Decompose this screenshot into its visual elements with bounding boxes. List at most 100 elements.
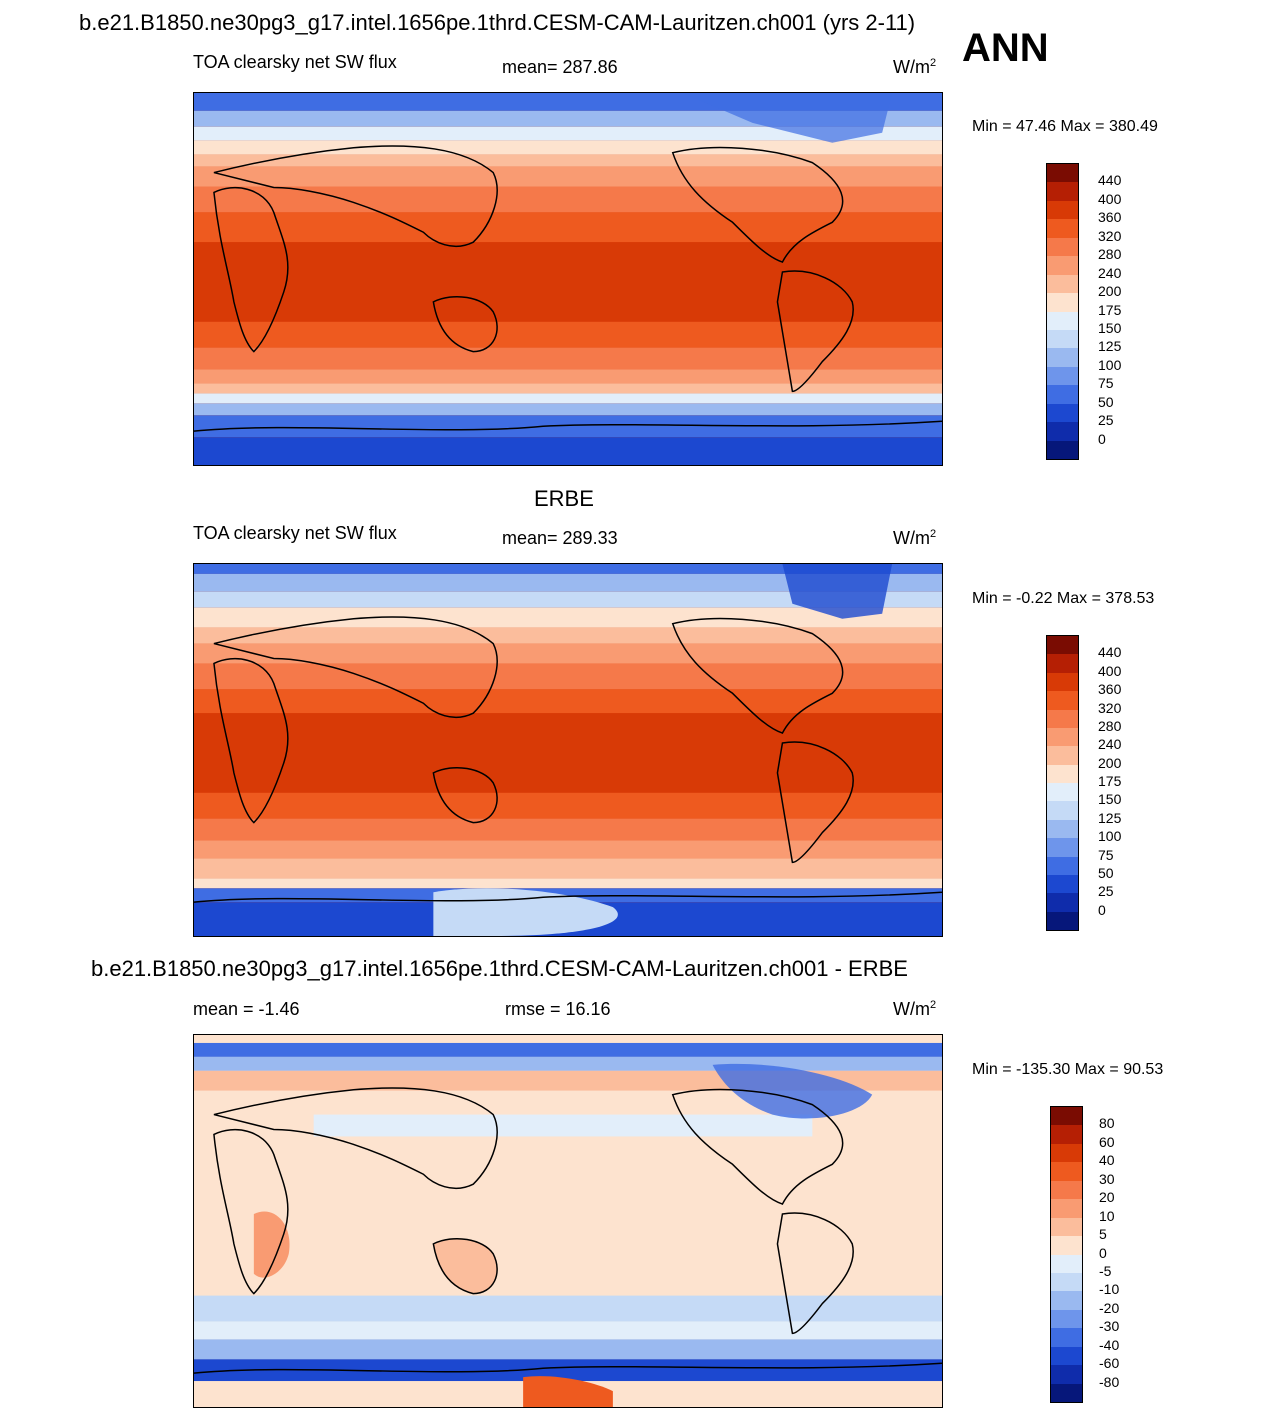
colorbar-obs-swatch xyxy=(1047,654,1078,673)
colorbar-obs-label: 50 xyxy=(1098,864,1114,881)
colorbar-obs-swatch xyxy=(1047,819,1078,839)
colorbar-model-label: 320 xyxy=(1098,227,1122,244)
colorbar-obs-swatch xyxy=(1047,838,1078,857)
colorbar-model-label: 240 xyxy=(1098,264,1122,281)
panel2-units: W/m2 xyxy=(893,528,937,548)
colorbar-diff-label: 60 xyxy=(1099,1133,1115,1150)
panel1-variable: TOA clearsky net SW flux xyxy=(193,52,397,72)
colorbar-model-label: 440 xyxy=(1098,172,1122,189)
map-obs xyxy=(194,564,942,936)
colorbar-diff-label: -5 xyxy=(1099,1262,1112,1279)
colorbar-diff-label: 20 xyxy=(1099,1189,1115,1206)
colorbar-model-swatch xyxy=(1047,237,1078,257)
colorbar-model-swatch xyxy=(1047,274,1078,294)
colorbar-obs-label: 0 xyxy=(1098,901,1106,918)
colorbar-obs-label: 25 xyxy=(1098,883,1114,900)
panel3-title: b.e21.B1850.ne30pg3_g17.intel.1656pe.1th… xyxy=(91,956,908,981)
colorbar-model-swatch xyxy=(1047,366,1078,386)
colorbar-diff-labels: 80 60 40 30 20 10 5 0 -5 -10 -20 -30 -40 -60 -80 xyxy=(1099,1106,1139,1403)
colorbar-model-label: 25 xyxy=(1098,412,1114,429)
colorbar-model-label: 400 xyxy=(1098,190,1122,207)
colorbar-diff-swatch xyxy=(1051,1309,1082,1329)
colorbar-obs-swatch xyxy=(1047,764,1078,783)
colorbar-diff xyxy=(1050,1106,1083,1403)
colorbar-model-label: 100 xyxy=(1098,356,1122,373)
colorbar-model-labels: 440 400 360 320 280 240 200 175 150 125 100 75 50 25 0 xyxy=(1098,163,1138,460)
panel1-minmax: Min = 47.46 Max = 380.49 xyxy=(972,118,1158,135)
colorbar-model-swatch xyxy=(1047,403,1078,423)
panel1-mean: mean= 287.86 xyxy=(502,57,618,77)
colorbar-obs-label: 75 xyxy=(1098,846,1114,863)
colorbar-model-label: 175 xyxy=(1098,301,1122,318)
colorbar-obs-swatch xyxy=(1047,636,1078,655)
map-model xyxy=(194,93,942,465)
colorbar-model-label: 50 xyxy=(1098,393,1114,410)
colorbar-diff-swatch xyxy=(1051,1107,1082,1126)
colorbar-diff-label: -60 xyxy=(1099,1355,1120,1372)
colorbar-model-swatch xyxy=(1047,329,1078,349)
colorbar-model-label: 75 xyxy=(1098,375,1114,392)
colorbar-obs-swatch xyxy=(1047,727,1078,747)
colorbar-model-swatch xyxy=(1047,164,1078,183)
colorbar-diff-label: 80 xyxy=(1099,1115,1115,1132)
colorbar-obs-swatch xyxy=(1047,911,1078,930)
colorbar-diff-swatch xyxy=(1051,1383,1082,1402)
colorbar-diff-swatch xyxy=(1051,1236,1082,1255)
panel1-units: W/m2 xyxy=(893,57,937,77)
colorbar-model-label: 280 xyxy=(1098,246,1122,263)
colorbar-obs-label: 100 xyxy=(1098,828,1122,845)
colorbar-obs-swatch xyxy=(1047,874,1078,894)
colorbar-model-swatch xyxy=(1047,440,1078,459)
colorbar-diff-label: 30 xyxy=(1099,1170,1115,1187)
colorbar-obs xyxy=(1046,635,1079,931)
colorbar-obs-swatch xyxy=(1047,746,1078,765)
colorbar-obs-label: 400 xyxy=(1098,662,1122,679)
colorbar-diff-label: -30 xyxy=(1099,1318,1120,1335)
panel3-units: W/m2 xyxy=(893,999,937,1019)
panel2-minmax: Min = -0.22 Max = 378.53 xyxy=(972,590,1155,607)
colorbar-diff-swatch xyxy=(1051,1272,1082,1292)
colorbar-obs-swatch xyxy=(1047,893,1078,912)
colorbar-model-swatch xyxy=(1047,422,1078,441)
panel3-minmax: Min = -135.30 Max = 90.53 xyxy=(972,1061,1164,1078)
colorbar-model-swatch xyxy=(1047,182,1078,201)
colorbar-obs-label: 200 xyxy=(1098,754,1122,771)
colorbar-obs-swatch xyxy=(1047,783,1078,802)
colorbar-model-label: 0 xyxy=(1098,430,1106,447)
colorbar-diff-swatch xyxy=(1051,1125,1082,1144)
colorbar-diff-label: -40 xyxy=(1099,1336,1120,1353)
colorbar-model-swatch xyxy=(1047,219,1078,238)
colorbar-diff-swatch xyxy=(1051,1365,1082,1384)
colorbar-obs-label: 150 xyxy=(1098,791,1122,808)
colorbar-diff-label: -10 xyxy=(1099,1281,1120,1298)
colorbar-model-label: 125 xyxy=(1098,338,1122,355)
colorbar-model-label: 200 xyxy=(1098,283,1122,300)
colorbar-obs-label: 280 xyxy=(1098,717,1122,734)
colorbar-model-swatch xyxy=(1047,311,1078,330)
colorbar-diff-label: 10 xyxy=(1099,1207,1115,1224)
season-label: ANN xyxy=(962,26,1049,70)
colorbar-model-swatch xyxy=(1047,293,1078,312)
colorbar-obs-swatch xyxy=(1047,691,1078,710)
colorbar-obs-label: 240 xyxy=(1098,736,1122,753)
colorbar-obs-label: 320 xyxy=(1098,699,1122,716)
colorbar-diff-swatch xyxy=(1051,1346,1082,1366)
colorbar-obs-swatch xyxy=(1047,856,1078,875)
colorbar-obs-swatch xyxy=(1047,801,1078,820)
colorbar-obs-swatch xyxy=(1047,672,1078,692)
colorbar-diff-swatch xyxy=(1051,1143,1082,1163)
colorbar-diff-label: 40 xyxy=(1099,1152,1115,1169)
map-panel-model xyxy=(193,92,943,466)
colorbar-diff-label: 5 xyxy=(1099,1226,1107,1243)
colorbar-model-label: 360 xyxy=(1098,209,1122,226)
panel3-rmse: rmse = 16.16 xyxy=(505,999,611,1019)
colorbar-diff-swatch xyxy=(1051,1199,1082,1218)
colorbar-diff-label: -20 xyxy=(1099,1299,1120,1316)
map-panel-obs xyxy=(193,563,943,937)
colorbar-diff-swatch xyxy=(1051,1162,1082,1181)
panel3-mean: mean = -1.46 xyxy=(193,999,300,1019)
colorbar-model-swatch xyxy=(1047,385,1078,404)
colorbar-obs-swatch xyxy=(1047,709,1078,728)
map-panel-diff xyxy=(193,1034,943,1408)
colorbar-obs-label: 125 xyxy=(1098,809,1122,826)
